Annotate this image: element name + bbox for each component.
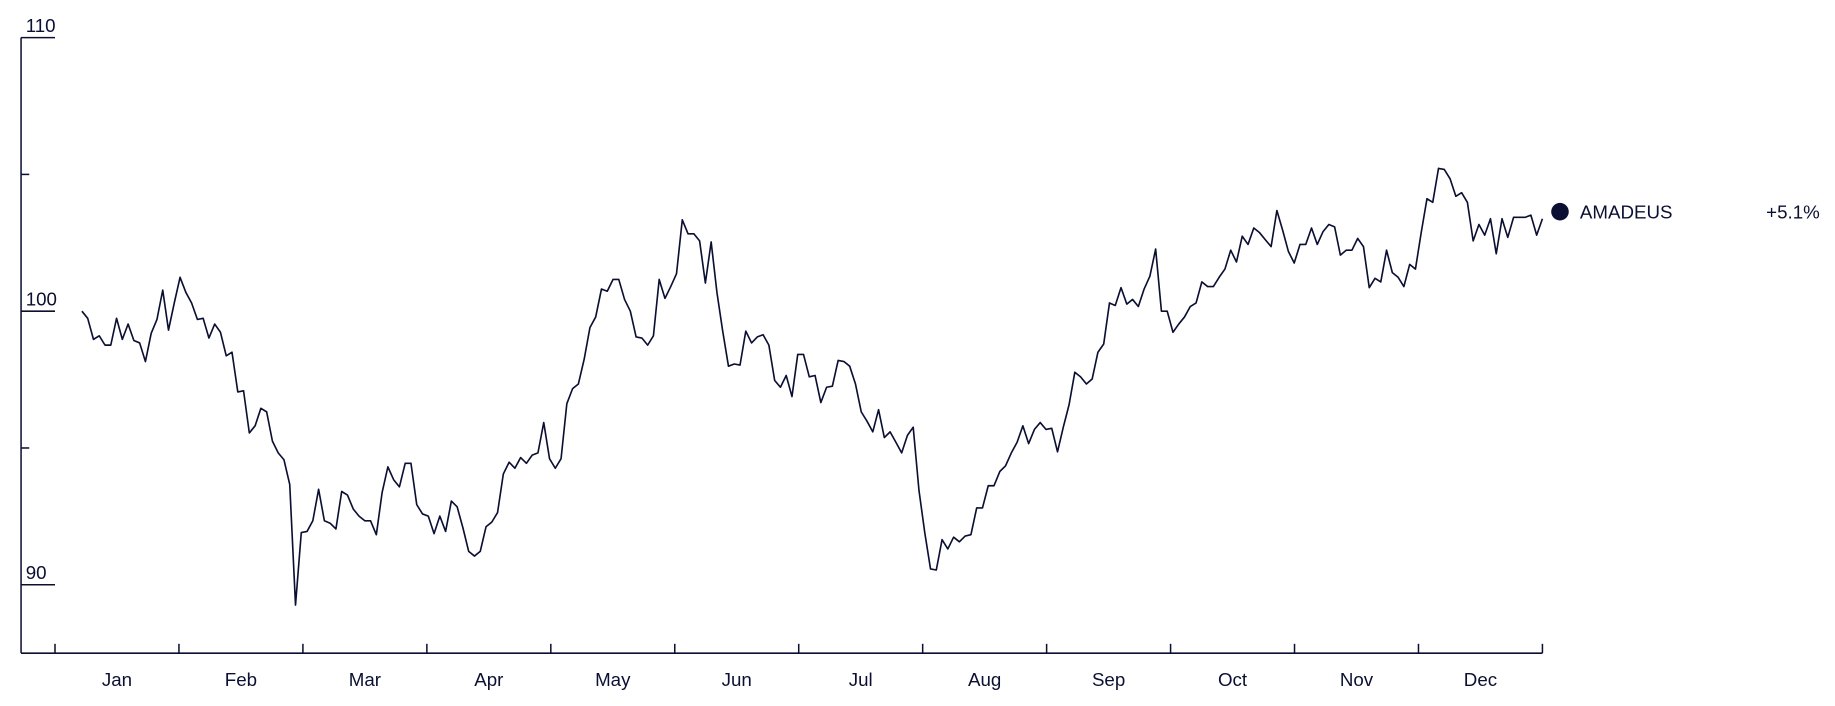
x-tick-label: Jan [102,669,132,690]
x-tick-label: Jul [849,669,873,690]
series-line [81,167,1544,606]
y-tick-label: 100 [26,288,57,309]
legend-label: AMADEUS [1580,202,1673,223]
x-tick-label: Mar [349,669,381,690]
x-tick-label: Jun [722,669,752,690]
x-tick-label: May [595,669,631,690]
x-tick-label: Nov [1340,669,1374,690]
x-tick-label: Apr [474,669,503,690]
change-label: +5.1% [1766,202,1820,223]
y-tick-label: 90 [26,562,47,583]
x-tick-label: Sep [1092,669,1125,690]
x-tick-label: Feb [225,669,257,690]
y-tick-label: 110 [26,15,56,36]
legend-dot [1551,202,1569,221]
x-tick-label: Dec [1464,669,1497,690]
x-tick-label: Oct [1218,669,1248,690]
x-tick-label: Aug [968,669,1001,690]
